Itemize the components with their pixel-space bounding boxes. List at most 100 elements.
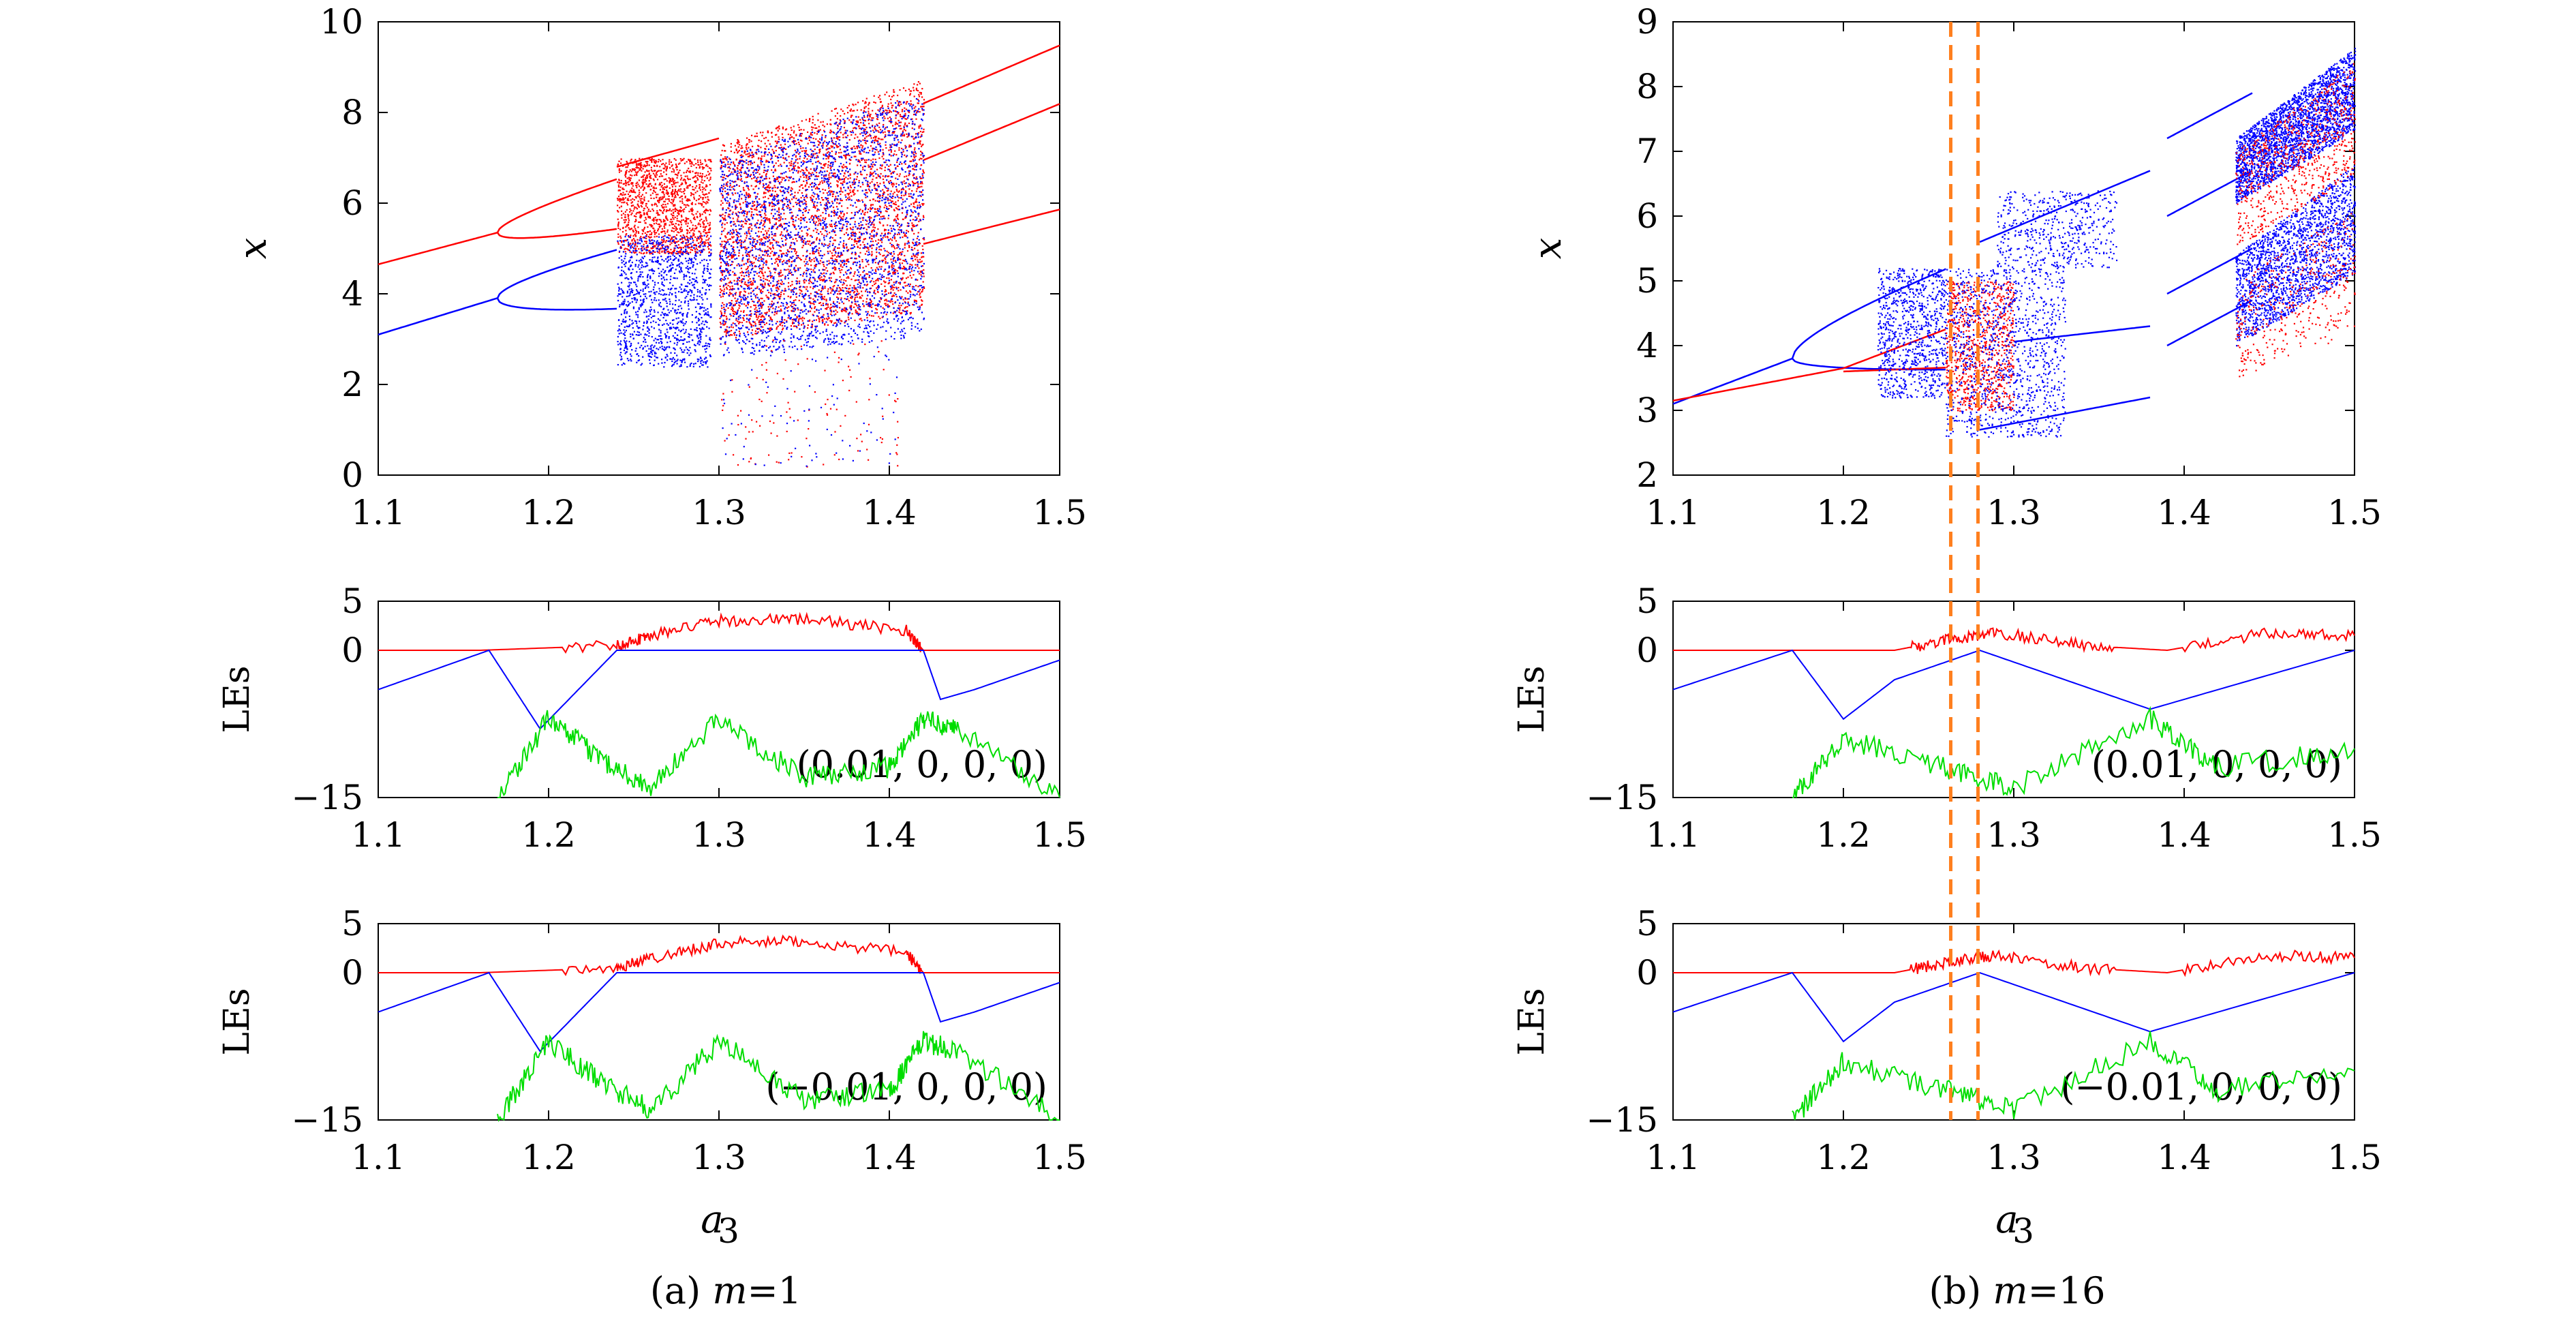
red-chaos-band bbox=[2235, 63, 2356, 245]
x-axis-label: a bbox=[701, 1198, 723, 1242]
x-tick-label: 1.2 bbox=[521, 1138, 576, 1177]
x-tick-label: 1.3 bbox=[692, 1138, 746, 1177]
blue-outliers bbox=[722, 340, 898, 467]
y-tick-label: 0 bbox=[1636, 631, 1658, 670]
x-tick-label: 1.1 bbox=[1646, 815, 1700, 855]
x-tick-label: 1.2 bbox=[1816, 493, 1871, 532]
red-branch bbox=[496, 178, 617, 233]
red-chaos bbox=[1946, 281, 2016, 412]
red-branch bbox=[1672, 367, 1844, 402]
y-axis-label: LEs bbox=[217, 988, 258, 1055]
y-axis-label: x bbox=[1526, 238, 1570, 260]
y-tick-label: 8 bbox=[341, 93, 363, 132]
y-tick-label: 5 bbox=[1636, 904, 1658, 943]
x-tick-label: 1.1 bbox=[1646, 1138, 1700, 1177]
y-tick-label: 5 bbox=[341, 581, 363, 621]
y-axis-label: LEs bbox=[1512, 665, 1552, 733]
x-tick-label: 1.2 bbox=[521, 815, 576, 855]
x-tick-label: 1.4 bbox=[862, 493, 917, 532]
x-tick-label: 1.1 bbox=[351, 1138, 405, 1177]
caption-b: (b) m=16 bbox=[1929, 1269, 2105, 1312]
les-series-red bbox=[1673, 627, 2355, 654]
red-branch bbox=[923, 103, 1060, 161]
red-chaos-band2 bbox=[2235, 213, 2356, 378]
dashed-markers bbox=[1949, 22, 1980, 1120]
blue-branch bbox=[496, 249, 617, 299]
x-tick-label: 1.2 bbox=[1816, 1138, 1871, 1177]
y-tick-label: 6 bbox=[1636, 196, 1658, 236]
y-tick-label: 3 bbox=[1636, 391, 1658, 430]
caption-a: (a) m=1 bbox=[650, 1269, 801, 1312]
x-tick-label: 1.5 bbox=[1032, 1138, 1087, 1177]
y-tick-label: 0 bbox=[341, 631, 363, 670]
les-series-green bbox=[1792, 1031, 2355, 1121]
les-series-green bbox=[497, 710, 1060, 798]
red-branch bbox=[923, 44, 1060, 104]
blue-branch bbox=[1792, 358, 1946, 371]
blue-branch bbox=[2166, 92, 2253, 140]
y-tick-label: 6 bbox=[341, 183, 363, 223]
blue-branch bbox=[496, 297, 617, 311]
blue-chaos bbox=[1946, 268, 2066, 438]
y-tick-label: 5 bbox=[1636, 261, 1658, 301]
y-tick-label: 2 bbox=[1636, 455, 1658, 495]
les-series-blue bbox=[378, 649, 1060, 730]
panel-b-bifurcation: 1.1 1.2 1.3 1.4 1.5 2 3 4 5 6 7 8 9 x bbox=[1526, 2, 2382, 532]
x-tick-label: 1.5 bbox=[2327, 1138, 2382, 1177]
x-tick-label: 1.4 bbox=[2157, 815, 2211, 855]
y-tick-label: 0 bbox=[341, 953, 363, 992]
y-tick-label: −15 bbox=[291, 778, 363, 817]
y-tick-label: −15 bbox=[1586, 1100, 1658, 1140]
les-series-red bbox=[378, 934, 1060, 977]
panel-a-les-top: 1.1 1.2 1.3 1.4 1.5 5 0 −15 LEs (0.01, 0, 0, 0) bbox=[217, 581, 1087, 855]
x-tick-label: 1.4 bbox=[2157, 1138, 2211, 1177]
blue-branch bbox=[378, 297, 498, 336]
blue-chaos-early bbox=[1877, 268, 1948, 399]
x-tick-label: 1.4 bbox=[2157, 493, 2211, 532]
x-tick-label: 1.5 bbox=[2327, 493, 2382, 532]
blue-branch bbox=[2166, 247, 2253, 295]
les-series-green bbox=[497, 1031, 1060, 1123]
x-tick-label: 1.3 bbox=[1987, 815, 2041, 855]
blue-chaos-band2 bbox=[2235, 165, 2357, 347]
red-branch bbox=[378, 231, 498, 266]
y-tick-label: 9 bbox=[1636, 2, 1658, 42]
y-tick-label: 0 bbox=[341, 455, 363, 495]
x-tick-label: 1.3 bbox=[1987, 493, 2041, 532]
x-tick-label: 1.5 bbox=[1032, 493, 1087, 532]
blue-chaos-band1 bbox=[2235, 48, 2357, 204]
blue-branch bbox=[2166, 299, 2253, 347]
x-tick-label: 1.2 bbox=[521, 493, 576, 532]
blue-chaos-early bbox=[617, 234, 712, 368]
y-tick-label: 4 bbox=[1636, 326, 1658, 365]
x-tick-label: 1.1 bbox=[351, 493, 405, 532]
les-series-blue bbox=[378, 971, 1060, 1052]
y-axis-label: LEs bbox=[1512, 988, 1552, 1055]
blue-branch bbox=[1979, 170, 2151, 243]
x-tick-label: 1.2 bbox=[1816, 815, 1871, 855]
y-tick-label: 5 bbox=[1636, 581, 1658, 621]
y-tick-label: 4 bbox=[341, 274, 363, 314]
y-tick-label: −15 bbox=[291, 1100, 363, 1140]
x-tick-label: 1.3 bbox=[692, 493, 746, 532]
x-axis-label: a bbox=[1995, 1198, 2018, 1242]
parameter-annotation: (0.01, 0, 0, 0) bbox=[797, 743, 1047, 786]
red-chaos-early bbox=[617, 157, 712, 255]
les-series-red bbox=[378, 611, 1060, 654]
red-branch bbox=[923, 209, 1060, 245]
x-tick-label: 1.5 bbox=[1032, 815, 1087, 855]
panel-a-bifurcation: 1.1 1.2 1.3 1.4 1.5 0 2 4 6 8 10 x bbox=[231, 2, 1087, 532]
y-tick-label: 7 bbox=[1636, 132, 1658, 171]
y-axis-label: x bbox=[231, 238, 275, 260]
blue-chaos bbox=[719, 98, 925, 357]
blue-branch bbox=[2013, 325, 2151, 343]
les-series-red bbox=[1673, 949, 2355, 977]
red-chaos bbox=[719, 81, 925, 339]
x-tick-label: 1.5 bbox=[2327, 815, 2382, 855]
y-tick-label: 5 bbox=[341, 904, 363, 943]
y-tick-label: 2 bbox=[341, 365, 363, 404]
y-tick-label: 8 bbox=[1636, 67, 1658, 106]
x-tick-label: 1.3 bbox=[692, 815, 746, 855]
